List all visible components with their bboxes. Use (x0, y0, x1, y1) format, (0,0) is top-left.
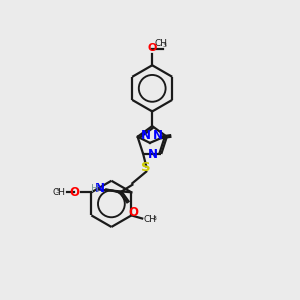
Text: CH: CH (53, 188, 66, 197)
Text: O: O (128, 206, 139, 219)
Text: 3: 3 (55, 189, 59, 194)
Text: N: N (147, 148, 158, 161)
Text: H: H (91, 184, 98, 194)
Text: CH: CH (154, 38, 167, 47)
Text: N: N (153, 130, 163, 142)
Text: S: S (141, 161, 151, 174)
Text: N: N (95, 182, 105, 195)
Text: N: N (141, 130, 151, 142)
Text: O: O (69, 186, 79, 199)
Text: 3: 3 (152, 216, 156, 221)
Text: 3: 3 (163, 43, 167, 48)
Text: O: O (148, 43, 157, 53)
Text: CH: CH (144, 215, 157, 224)
